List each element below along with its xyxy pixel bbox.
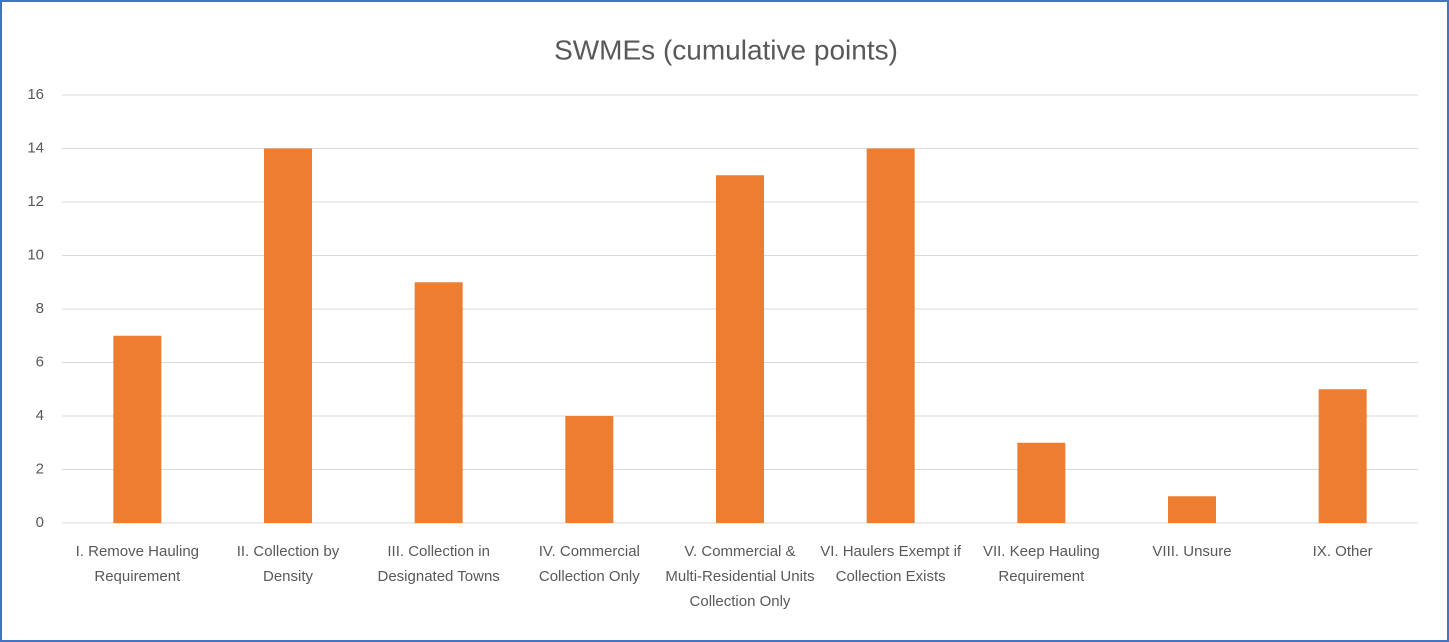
bar <box>264 148 312 523</box>
y-tick-label: 16 <box>27 86 44 103</box>
x-tick-label: IX. Other <box>1312 543 1373 560</box>
bar <box>565 416 614 523</box>
x-tick-label: IV. Commercial Collection Only <box>538 543 640 585</box>
x-tick-label: VII. Keep Hauling Requirement <box>982 543 1100 585</box>
y-tick-label: 14 <box>27 139 44 156</box>
bar <box>414 282 463 523</box>
chart-title: SWMEs (cumulative points) <box>554 34 898 65</box>
bar <box>716 175 764 523</box>
x-tick-label: I. Remove Hauling Requirement <box>75 543 200 585</box>
bar <box>113 335 162 523</box>
y-tick-label: 6 <box>36 353 44 370</box>
bar <box>1318 389 1367 523</box>
bar <box>1168 496 1216 523</box>
bar <box>1017 442 1066 523</box>
x-tick-label: III. Collection in Designated Towns <box>377 543 500 585</box>
y-tick-label: 10 <box>27 246 44 263</box>
bar <box>866 148 915 523</box>
x-tick-label: VI. Haulers Exempt if Collection Exists <box>820 543 962 585</box>
y-tick-label: 8 <box>36 300 44 317</box>
x-tick-label: VIII. Unsure <box>1152 543 1232 560</box>
y-tick-label: 12 <box>27 193 44 210</box>
y-tick-label: 0 <box>36 514 44 531</box>
x-tick-label: II. Collection by Density <box>236 543 340 585</box>
x-tick-label: V. Commercial & Multi-Residential Units … <box>665 543 815 610</box>
y-tick-label: 2 <box>36 460 44 477</box>
y-tick-label: 4 <box>36 407 44 424</box>
